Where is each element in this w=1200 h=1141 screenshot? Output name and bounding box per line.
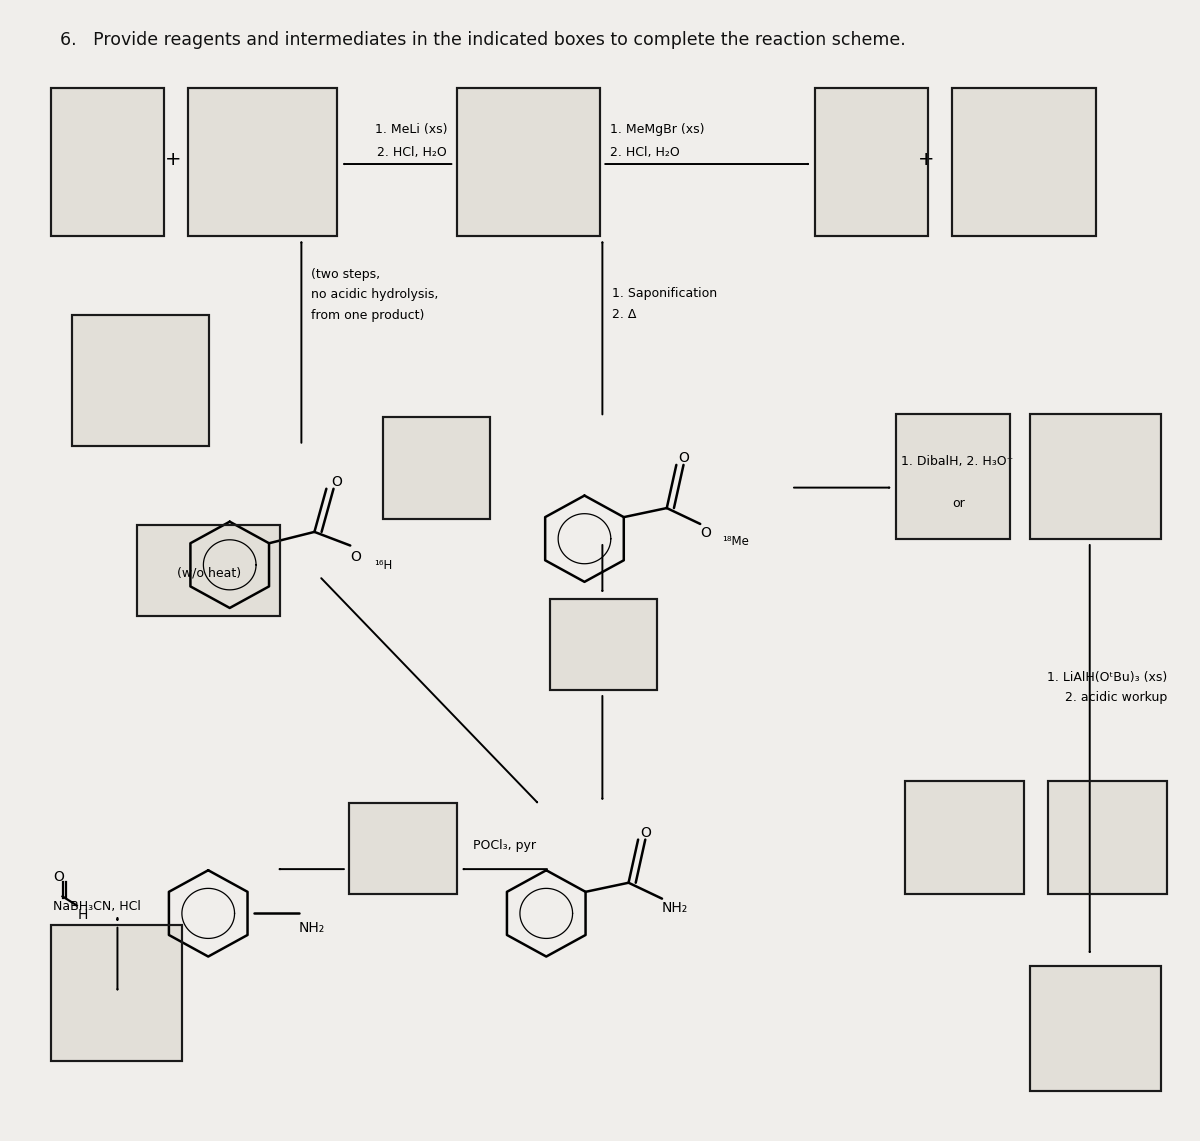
Bar [137,525,280,616]
Bar [50,88,164,235]
Text: O: O [331,475,342,488]
Bar [815,88,929,235]
Bar [383,418,490,519]
Text: 1. LiAlH(OᵗBu)₃ (xs): 1. LiAlH(OᵗBu)₃ (xs) [1048,671,1168,685]
Text: or: or [952,496,965,510]
Bar [953,88,1096,235]
Text: O: O [53,869,64,884]
Text: 1. MeMgBr (xs): 1. MeMgBr (xs) [610,122,704,136]
Bar [1030,965,1162,1091]
Bar [550,599,658,689]
Bar [1048,780,1168,895]
Bar [349,803,457,895]
Bar [383,418,490,519]
Text: H: H [78,908,89,922]
Text: ¹⁸Me: ¹⁸Me [721,535,749,549]
Text: O: O [701,526,712,540]
Bar [815,88,929,235]
Text: +: + [166,149,182,169]
Bar [1030,414,1162,539]
Text: O: O [679,451,690,464]
Bar [72,315,210,446]
Text: no acidic hydrolysis,: no acidic hydrolysis, [311,289,438,301]
Bar [50,88,164,235]
Text: POCl₃, pyr: POCl₃, pyr [473,839,536,852]
Text: NH₂: NH₂ [299,921,325,936]
Text: 1. DibalH, 2. H₃O⁺: 1. DibalH, 2. H₃O⁺ [901,455,1013,468]
Bar [72,315,210,446]
Bar [1048,780,1168,895]
Text: 6.   Provide reagents and intermediates in the indicated boxes to complete the r: 6. Provide reagents and intermediates in… [60,31,906,49]
Text: 2. acidic workup: 2. acidic workup [1066,691,1168,704]
Bar [50,924,182,1061]
Text: O: O [641,826,652,840]
Bar [905,780,1024,895]
Text: +: + [918,149,935,169]
Text: 1. MeLi (xs): 1. MeLi (xs) [374,122,448,136]
Text: O: O [350,550,361,564]
Bar [896,414,1009,539]
Bar [457,88,600,235]
Text: 1. Saponification: 1. Saponification [612,288,718,300]
Text: NH₂: NH₂ [662,901,689,915]
Bar [50,924,182,1061]
Bar [349,803,457,895]
Text: 2. Δ: 2. Δ [612,308,636,321]
Text: from one product): from one product) [311,309,425,322]
Text: NaBH₃CN, HCl: NaBH₃CN, HCl [53,900,140,913]
Bar [905,780,1024,895]
Bar [1030,414,1162,539]
Bar [1030,965,1162,1091]
Bar [188,88,337,235]
Bar [550,599,658,689]
Text: (two steps,: (two steps, [311,268,380,281]
Bar [896,414,1009,539]
Text: 2. HCl, H₂O: 2. HCl, H₂O [610,146,679,160]
Text: ¹⁶H: ¹⁶H [374,559,392,572]
Bar [953,88,1096,235]
Text: 2. HCl, H₂O: 2. HCl, H₂O [377,146,448,160]
Bar [457,88,600,235]
Bar [137,525,280,616]
Bar [188,88,337,235]
Text: (w/o heat): (w/o heat) [178,566,241,580]
